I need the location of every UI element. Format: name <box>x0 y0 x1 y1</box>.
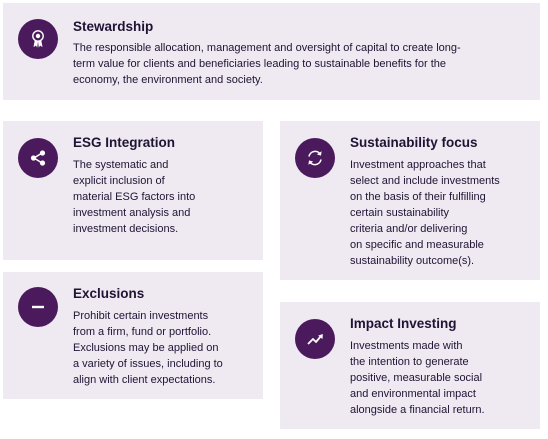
esg-integration-card: ESG Integration The systematic and expli… <box>3 121 263 260</box>
description-line: align with client expectations. <box>73 374 216 386</box>
sustainability-focus-card: Sustainability focus Investment approach… <box>280 121 540 280</box>
description-line: term value for clients and beneficiaries… <box>73 58 446 70</box>
description-line: investment decisions. <box>73 223 179 235</box>
description-line: Prohibit certain investments <box>73 310 209 322</box>
trend-up-icon <box>295 319 335 359</box>
card-title: Exclusions <box>73 286 145 301</box>
card-description: Investments made with the intention to g… <box>350 338 535 418</box>
card-title: Impact Investing <box>350 316 457 331</box>
description-line: from a firm, fund or portfolio. <box>73 326 212 338</box>
description-line: Exclusions may be applied on <box>73 342 219 354</box>
description-line: explicit inclusion of <box>73 175 165 187</box>
refresh-cycle-icon <box>295 138 335 178</box>
card-description: Investment approaches that select and in… <box>350 157 535 269</box>
description-line: certain sustainability <box>350 207 450 219</box>
card-description: The responsible allocation, management a… <box>73 40 533 88</box>
description-line: The responsible allocation, management a… <box>73 42 461 54</box>
minus-icon <box>18 287 58 327</box>
description-line: material ESG factors into <box>73 191 196 203</box>
description-line: The systematic and <box>73 159 169 171</box>
description-line: economy, the environment and society. <box>73 74 263 86</box>
description-line: sustainability outcome(s). <box>350 255 475 267</box>
description-line: and environmental impact <box>350 388 476 400</box>
description-line: alongside a financial return. <box>350 404 485 416</box>
card-title: Sustainability focus <box>350 135 478 150</box>
description-line: Investment approaches that <box>350 159 486 171</box>
stewardship-card: Stewardship The responsible allocation, … <box>3 3 540 100</box>
card-description: Prohibit certain investments from a firm… <box>73 308 258 388</box>
impact-investing-card: Impact Investing Investments made with t… <box>280 302 540 429</box>
share-icon <box>18 138 58 178</box>
description-line: on specific and measurable <box>350 239 484 251</box>
award-ribbon-icon <box>18 19 58 59</box>
description-line: a variety of issues, including to <box>73 358 223 370</box>
description-line: select and include investments <box>350 175 500 187</box>
description-line: on the basis of their fulfilling <box>350 191 486 203</box>
description-line: the intention to generate <box>350 356 469 368</box>
card-description: The systematic and explicit inclusion of… <box>73 157 258 237</box>
description-line: Investments made with <box>350 340 463 352</box>
description-line: criteria and/or delivering <box>350 223 468 235</box>
card-title: ESG Integration <box>73 135 176 150</box>
card-title: Stewardship <box>73 19 154 34</box>
exclusions-card: Exclusions Prohibit certain investments … <box>3 272 263 399</box>
description-line: investment analysis and <box>73 207 191 219</box>
description-line: positive, measurable social <box>350 372 483 384</box>
